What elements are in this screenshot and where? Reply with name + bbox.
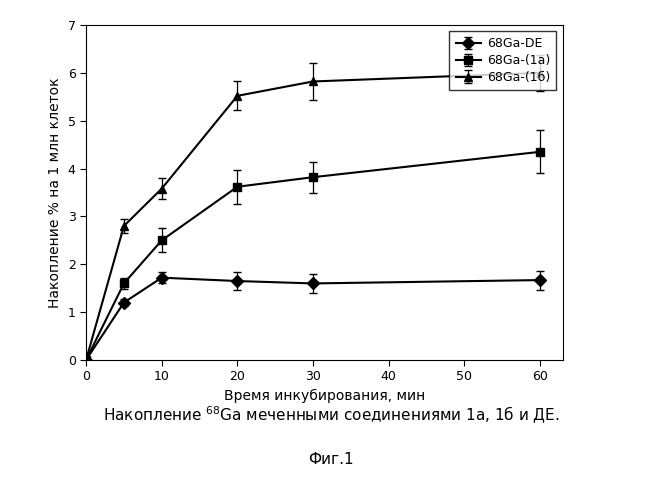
X-axis label: Время инкубирования, мин: Время инкубирования, мин	[224, 389, 425, 403]
Legend: 68Ga-DE, 68Ga-(1a), 68Ga-(1б): 68Ga-DE, 68Ga-(1a), 68Ga-(1б)	[449, 31, 557, 90]
Text: Фиг.1: Фиг.1	[308, 452, 354, 468]
Text: Накопление $^{68}$Ga меченными соединениями 1а, 1б и ДЕ.: Накопление $^{68}$Ga меченными соединени…	[103, 404, 559, 425]
Y-axis label: Накопление % на 1 млн клеток: Накопление % на 1 млн клеток	[48, 77, 62, 308]
